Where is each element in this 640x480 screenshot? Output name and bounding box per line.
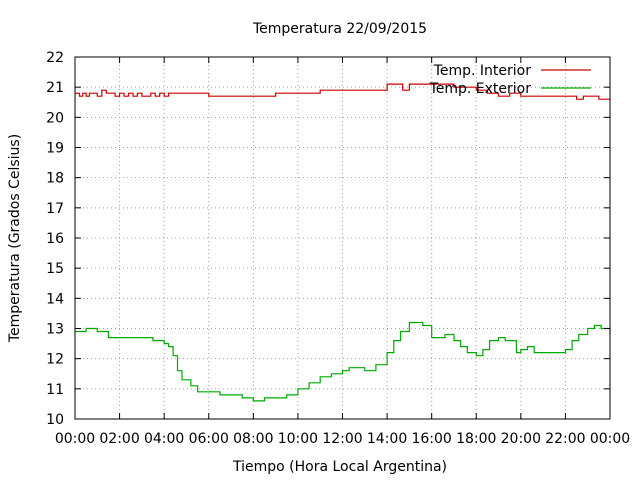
x-tick-label: 14:00: [367, 431, 407, 447]
y-tick-label: 14: [46, 291, 64, 307]
y-tick-label: 19: [46, 141, 64, 157]
series-line-exterior: [75, 321, 611, 402]
y-tick-label: 21: [46, 80, 64, 96]
grid: [75, 57, 610, 419]
y-tick-label: 16: [46, 231, 64, 247]
legend: Temp. Interior Temp. Exterior: [429, 63, 591, 97]
y-tick-label: 15: [46, 261, 64, 277]
y-tick-label: 11: [46, 382, 64, 398]
x-tick-label: 20:00: [501, 431, 541, 447]
x-tick-label: 06:00: [189, 431, 229, 447]
series-lines: [75, 83, 611, 402]
y-tick-label: 13: [46, 322, 64, 338]
x-tick-label: 02:00: [99, 431, 139, 447]
x-tick-label: 18:00: [456, 431, 496, 447]
x-tick-label: 12:00: [322, 431, 362, 447]
legend-label: Temp. Exterior: [429, 81, 532, 97]
chart-title: Temperatura 22/09/2015: [252, 21, 427, 37]
x-tick-label: 04:00: [144, 431, 184, 447]
y-tick-label: 18: [46, 171, 64, 187]
axis-ticks: [74, 56, 611, 420]
y-tick-label: 10: [46, 412, 64, 428]
x-axis-label: Tiempo (Hora Local Argentina): [232, 459, 447, 475]
x-tick-label: 00:00: [590, 431, 630, 447]
legend-label: Temp. Interior: [433, 63, 532, 79]
x-tick-label: 10:00: [278, 431, 318, 447]
tick-labels: 00:00 02:00 04:00 06:00 08:00 10:00 12:00 14:00…: [46, 50, 630, 447]
x-tick-label: 16:00: [411, 431, 451, 447]
y-axis-label: Temperatura (Grados Celsius): [7, 134, 23, 343]
series-line-interior: [75, 83, 610, 100]
x-tick-label: 22:00: [545, 431, 585, 447]
y-tick-label: 12: [46, 352, 64, 368]
x-tick-label: 00:00: [55, 431, 95, 447]
x-tick-label: 08:00: [233, 431, 273, 447]
y-tick-label: 17: [46, 201, 64, 217]
y-tick-label: 22: [46, 50, 64, 66]
y-tick-label: 20: [46, 110, 64, 126]
